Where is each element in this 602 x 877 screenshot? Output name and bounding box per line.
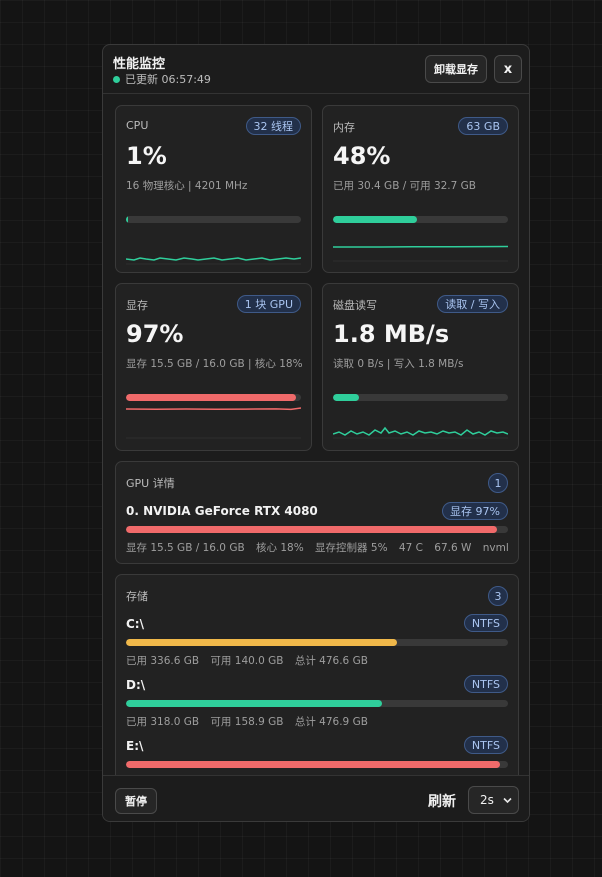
drive-usage-fill (126, 700, 382, 707)
disk-io-card: 磁盘读写 读取 / 写入 1.8 MB/s 读取 0 B/s | 写入 1.8 … (322, 283, 519, 451)
disk-io-fill (333, 394, 360, 401)
drive-fs-badge: NTFS (463, 675, 508, 693)
memory-sparkline (333, 245, 508, 262)
gpu-vram-fill (126, 526, 497, 533)
disk-io-details: 读取 0 B/s | 写入 1.8 MB/s (333, 358, 464, 370)
disk-io-sparkline (333, 426, 508, 439)
memory-usage-fill (333, 216, 417, 223)
memory-details: 已用 30.4 GB / 可用 32.7 GB (333, 180, 477, 192)
drive-free: 可用 158.9 GB (210, 716, 284, 728)
storage-label: 存储 (126, 590, 148, 603)
gpu-vram-bar (126, 526, 508, 533)
gpu-vram-metric: 显存 15.5 GB / 16.0 GB (126, 542, 245, 554)
refresh-label: 刷新 (428, 794, 456, 810)
drive-name: D:\ (126, 678, 146, 692)
memory-card: 内存 63 GB 48% 已用 30.4 GB / 可用 32.7 GB (322, 105, 519, 273)
gpu-source-metric: nvml (482, 542, 509, 554)
drive-count-indicator: 3 (488, 586, 508, 606)
vram-usage-value: 97% (126, 320, 184, 348)
gpu-core-metric: 核心 18% (256, 542, 304, 554)
gpu-count-badge: 1 块 GPU (236, 295, 301, 313)
drive-used: 已用 336.6 GB (126, 655, 200, 667)
panel-title: 性能监控 (113, 57, 166, 72)
updated-time: 已更新 06:57:49 (125, 73, 211, 86)
gpu-temp-metric: 47 C (398, 542, 423, 554)
close-button[interactable]: x (494, 55, 522, 83)
update-status: 已更新 06:57:49 (113, 71, 211, 87)
vram-usage-fill (126, 394, 296, 401)
memory-label: 内存 (333, 121, 355, 134)
vram-usage-bar (126, 394, 301, 401)
drive-name: E:\ (126, 739, 144, 753)
cpu-details: 16 物理核心 | 4201 MHz (126, 180, 248, 192)
pause-button[interactable]: 暂停 (115, 788, 157, 814)
vram-sparkline (126, 407, 301, 439)
status-dot-icon (113, 75, 120, 83)
memory-usage-value: 48% (333, 142, 391, 170)
gpu-metrics: 显存 15.5 GB / 16.0 GB 核心 18% 显存控制器 5% 47 … (126, 540, 517, 555)
panel-header: 性能监控 已更新 06:57:49 卸载显存 x (103, 45, 529, 94)
cpu-label: CPU (126, 119, 149, 132)
vram-label: 显存 (126, 299, 148, 312)
gpu-controller-metric: 显存控制器 5% (315, 542, 388, 554)
gpu-details-label: GPU 详情 (126, 477, 175, 490)
drive-usage-fill (126, 639, 398, 646)
drive-usage-fill (126, 761, 501, 768)
cpu-usage-bar (126, 216, 301, 223)
drive-fs-badge: NTFS (463, 736, 508, 754)
disk-io-label: 磁盘读写 (333, 299, 377, 312)
cpu-card: CPU 32 线程 1% 16 物理核心 | 4201 MHz (115, 105, 312, 273)
cpu-usage-value: 1% (126, 142, 167, 170)
storage-card: 存储 3 C:\ NTFS 已用 336.6 GB 可用 140.0 GB 总计… (115, 574, 519, 814)
cpu-threads-badge: 32 线程 (245, 117, 301, 135)
memory-total-badge: 63 GB (458, 117, 508, 135)
refresh-interval-value: 2s (480, 793, 494, 807)
gpu-power-metric: 67.6 W (434, 542, 472, 554)
drive-usage-bar (126, 639, 508, 646)
gpu-count-indicator: 1 (488, 473, 508, 493)
cpu-usage-fill (126, 216, 128, 223)
refresh-interval-select[interactable]: 2s (468, 786, 519, 814)
drive-name: C:\ (126, 617, 144, 631)
drive-total: 总计 476.9 GB (294, 716, 368, 728)
gpu-details-card: GPU 详情 1 0. NVIDIA GeForce RTX 4080 显存 9… (115, 461, 519, 564)
memory-usage-bar (333, 216, 508, 223)
drive-used: 已用 318.0 GB (126, 716, 200, 728)
drive-usage-bar (126, 700, 508, 707)
unload-vram-button[interactable]: 卸载显存 (425, 55, 487, 83)
read-write-badge: 读取 / 写入 (437, 295, 508, 313)
vram-details: 显存 15.5 GB / 16.0 GB | 核心 18% (126, 358, 303, 370)
drive-usage-details: 已用 336.6 GB 可用 140.0 GB 总计 476.6 GB (126, 653, 376, 668)
performance-monitor-panel: 性能监控 已更新 06:57:49 卸载显存 x CPU 32 线程 1% 16… (102, 44, 530, 822)
drive-fs-badge: NTFS (463, 614, 508, 632)
chevron-down-icon (503, 797, 512, 804)
drive-usage-bar (126, 761, 508, 768)
drive-total: 总计 476.6 GB (294, 655, 368, 667)
panel-footer: 暂停 刷新 2s (103, 775, 529, 821)
drive-usage-details: 已用 318.0 GB 可用 158.9 GB 总计 476.9 GB (126, 714, 376, 729)
gpu-name: 0. NVIDIA GeForce RTX 4080 (126, 504, 318, 518)
disk-io-bar (333, 394, 508, 401)
cpu-sparkline (126, 257, 301, 265)
vram-card: 显存 1 块 GPU 97% 显存 15.5 GB / 16.0 GB | 核心… (115, 283, 312, 451)
disk-io-value: 1.8 MB/s (333, 320, 450, 348)
gpu-vram-badge: 显存 97% (442, 502, 508, 520)
drive-free: 可用 140.0 GB (210, 655, 284, 667)
